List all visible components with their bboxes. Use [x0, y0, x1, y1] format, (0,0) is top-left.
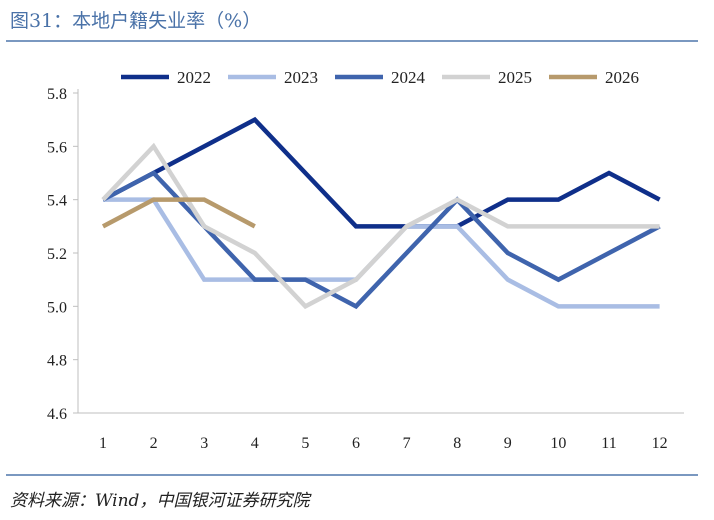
x-tick-label: 1 [99, 435, 107, 452]
legend-label-2025: 2025 [498, 68, 532, 87]
series-line-2024 [101, 170, 661, 310]
y-tick-label: 4.6 [47, 406, 67, 423]
legend-label-2023: 2023 [284, 68, 318, 87]
y-tick-label: 4.8 [47, 353, 67, 370]
x-tick-label: 3 [200, 435, 208, 452]
series-line-2025 [101, 142, 660, 310]
x-tick-label: 10 [550, 435, 566, 452]
x-tick-label: 2 [150, 435, 158, 452]
x-tick-label: 8 [453, 435, 461, 452]
chart-title: 图31：本地户籍失业率（%） [10, 10, 262, 32]
x-tick-label: 6 [352, 435, 360, 452]
bottom-divider [6, 474, 698, 476]
x-tick-label: 12 [652, 435, 668, 452]
y-tick-label: 5.6 [47, 139, 67, 156]
legend-label-2024: 2024 [391, 68, 426, 87]
top-divider [6, 40, 698, 42]
y-tick-label: 5.4 [47, 193, 67, 210]
series-line-2022 [101, 116, 661, 229]
x-tick-label: 4 [251, 435, 259, 452]
x-tick-label: 11 [601, 435, 616, 452]
y-tick-label: 5.0 [47, 299, 67, 316]
x-tick-label: 7 [403, 435, 411, 452]
x-tick-label: 5 [301, 435, 309, 452]
source-note: 资料来源：Wind，中国银河证券研究院 [10, 491, 310, 511]
legend-label-2022: 2022 [177, 68, 211, 87]
legend: 2022 2023 2024 2025 2026 [121, 68, 639, 87]
legend-label-2026: 2026 [605, 68, 639, 87]
series-line-2026 [101, 197, 256, 229]
x-tick-label: 9 [504, 435, 512, 452]
series-lines [101, 116, 661, 310]
y-tick-label: 5.2 [47, 246, 67, 263]
axes: 4.64.85.05.25.45.65.81 2 3 4 5 6 7 8 9 10 11 12 [47, 86, 684, 452]
y-tick-label: 5.8 [47, 86, 67, 103]
